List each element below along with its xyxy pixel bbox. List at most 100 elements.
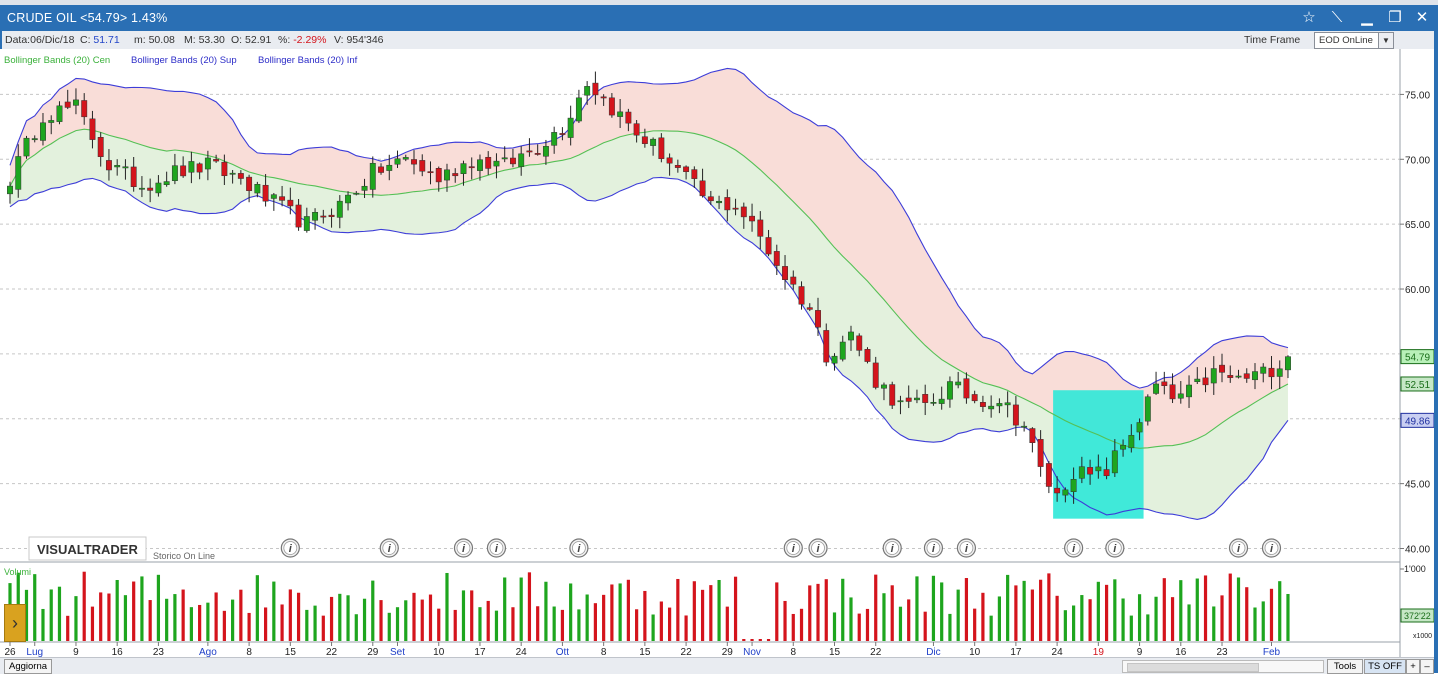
zoom-in-button[interactable]: + (1406, 659, 1420, 674)
star-icon[interactable]: ☆ (1302, 9, 1316, 26)
volume-bar (412, 592, 416, 641)
candle-body (1268, 367, 1275, 378)
candle-body (1062, 489, 1069, 496)
candle-body (1111, 450, 1118, 474)
volume-bar (585, 594, 589, 641)
minimize-icon[interactable]: ▁ (1361, 9, 1373, 26)
price-marker-label: 54.79 (1405, 353, 1430, 364)
volume-bar (239, 589, 243, 641)
volume-bar (206, 602, 210, 641)
candle-body (1285, 356, 1291, 371)
volume-bar (758, 639, 762, 641)
volume-bar (890, 585, 894, 641)
timeframe-value: EOD OnLine (1319, 35, 1373, 46)
candle-body (839, 341, 846, 360)
volume-bar (49, 589, 53, 641)
volume-bar (692, 581, 696, 641)
volume-bar (395, 607, 400, 641)
highlight-zone (1053, 390, 1144, 519)
price-tick-label: 40.00 (1405, 545, 1430, 556)
maximize-icon[interactable]: ❐ (1388, 9, 1402, 26)
info-icon[interactable]: i (1064, 538, 1084, 558)
volume-bar (486, 600, 490, 641)
candle-body (477, 159, 483, 171)
scrollbar-thumb[interactable] (1127, 663, 1259, 672)
candle-body (716, 200, 723, 204)
volume-bar (1203, 575, 1208, 641)
info-icon[interactable]: i (956, 538, 977, 558)
volume-bar (742, 639, 746, 641)
candle-body (592, 82, 599, 96)
candle-body (872, 362, 879, 388)
chevron-down-icon[interactable]: ▼ (1378, 33, 1393, 48)
volume-bar (338, 593, 342, 641)
volume-bar (915, 576, 919, 641)
aggiorna-button[interactable]: Aggiorna (4, 659, 53, 674)
info-icon[interactable]: i (280, 538, 300, 558)
time-tick-label: 17 (474, 647, 486, 657)
volume-bar (519, 577, 523, 641)
candle-body (1186, 384, 1192, 398)
candle-body (963, 378, 970, 399)
volume-bar (577, 609, 581, 641)
horizontal-scrollbar[interactable] (1122, 660, 1324, 673)
volume-bar (1269, 588, 1274, 641)
info-icon[interactable]: i (1228, 538, 1249, 558)
pin-icon[interactable]: ⟍ (1331, 9, 1343, 26)
time-tick-label: 10 (433, 647, 445, 657)
volume-bar (997, 596, 1001, 641)
zoom-out-button[interactable]: – (1420, 659, 1434, 674)
volume-bar (461, 590, 466, 641)
volume-bar (766, 639, 771, 641)
svg-text:i: i (1072, 543, 1076, 555)
price-marker (1400, 376, 1434, 392)
volume-bar (272, 581, 276, 641)
volume-bar (1096, 581, 1100, 641)
candle-body (378, 166, 384, 173)
chevron-right-icon[interactable]: › (4, 604, 26, 642)
volume-bar (898, 606, 903, 641)
candle-body (89, 118, 96, 140)
close-icon[interactable]: ✕ (1415, 9, 1429, 26)
volume-bar (140, 576, 144, 641)
candle-body (130, 166, 137, 187)
price-marker-label: 52.51 (1405, 380, 1430, 391)
svg-text:i: i (289, 543, 293, 555)
volume-bar (948, 613, 952, 641)
volume-bar (635, 609, 639, 641)
volume-bar (816, 583, 820, 641)
volume-bar (503, 577, 507, 641)
timeframe-select[interactable]: EOD OnLine ▼ (1314, 32, 1394, 49)
candle-body (633, 123, 640, 136)
price-chart[interactable]: 75.0070.0065.0060.0055.0050.0045.0040.00… (0, 49, 1434, 657)
volume-bar (610, 584, 614, 641)
ts-off-button[interactable]: TS OFF (1364, 659, 1406, 674)
info-icon[interactable]: i (1261, 538, 1282, 558)
info-icon[interactable]: i (808, 538, 828, 558)
candle-body (806, 307, 813, 310)
info-icon[interactable]: i (379, 538, 399, 558)
info-icon[interactable]: i (569, 538, 589, 558)
svg-text:i: i (1113, 543, 1117, 555)
tools-button[interactable]: Tools (1327, 659, 1363, 674)
volume-bar (717, 579, 721, 641)
info-icon[interactable]: i (783, 538, 803, 558)
info-icon[interactable]: i (882, 538, 902, 558)
volume-bar (973, 608, 977, 641)
time-tick-label: 19 (1093, 647, 1105, 657)
volume-bar (1278, 581, 1282, 641)
candle-body (930, 402, 937, 404)
info-icon[interactable]: i (1105, 538, 1125, 558)
candle-body (938, 398, 945, 404)
candle-body (823, 330, 830, 363)
info-icon[interactable]: i (923, 538, 944, 558)
candle-body (56, 105, 63, 122)
candle-body (229, 172, 236, 175)
candle-body (196, 163, 203, 173)
candle-body (444, 169, 450, 181)
volume-bar (799, 608, 804, 641)
info-icon[interactable]: i (453, 538, 474, 558)
candle-body (48, 120, 55, 123)
svg-text:i: i (891, 543, 895, 555)
info-icon[interactable]: i (486, 538, 507, 558)
